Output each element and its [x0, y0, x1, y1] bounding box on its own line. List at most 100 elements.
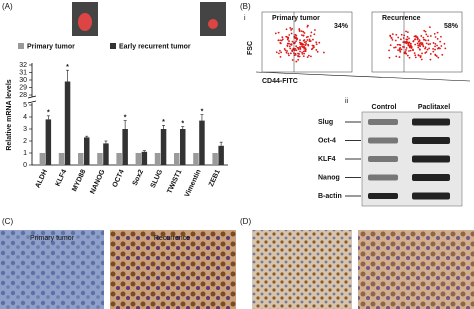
blot-label: Slug — [318, 119, 333, 126]
flow-event — [417, 46, 420, 49]
flow-event — [440, 35, 442, 38]
flow-event — [397, 49, 399, 52]
bar — [218, 145, 224, 165]
y-tick-label: 31 — [19, 69, 27, 76]
flow-event — [293, 48, 296, 51]
y-tick-label: 3 — [23, 126, 27, 133]
flow-event — [440, 45, 443, 47]
flow-event — [414, 54, 417, 57]
legend-swatch — [110, 43, 116, 49]
flow-event — [410, 47, 413, 49]
x-tick-label: Vimentin — [184, 169, 203, 199]
flow-event — [284, 49, 287, 52]
flow-event — [408, 46, 411, 49]
significance-star: * — [181, 120, 184, 127]
flow-event — [288, 45, 291, 48]
flow-event — [279, 49, 281, 52]
flow-y-label: FSC — [247, 41, 254, 55]
flow-plot — [261, 11, 353, 73]
flow-event — [424, 52, 427, 54]
flow-event — [405, 42, 408, 45]
flow-event — [439, 47, 441, 50]
flow-event — [300, 30, 303, 33]
bar — [84, 137, 90, 165]
flow-event — [390, 37, 393, 39]
flow-event — [304, 50, 307, 52]
blot-label: KLF4 — [318, 156, 336, 163]
bar — [116, 153, 122, 165]
flow-event — [409, 42, 412, 45]
flow-event — [429, 58, 432, 61]
flow-event — [305, 36, 308, 39]
x-tick-label: NANOG — [89, 168, 107, 195]
flow-event — [280, 39, 283, 42]
flow-event — [302, 50, 305, 53]
flow-event — [411, 48, 414, 51]
flow-event — [315, 49, 318, 51]
flow-event — [395, 55, 398, 58]
bar — [135, 153, 142, 165]
flow-event — [298, 55, 301, 58]
blot-band — [412, 118, 450, 126]
flow-event — [295, 38, 298, 41]
flow-event — [389, 34, 392, 37]
flow-event — [285, 51, 288, 54]
significance-star: * — [162, 119, 165, 126]
blot-band — [412, 174, 450, 181]
bar — [193, 153, 199, 165]
flow-event — [286, 42, 289, 45]
flow-event — [289, 47, 292, 50]
y-tick-label: 5 — [23, 102, 27, 109]
flow-event — [288, 34, 291, 36]
x-tick-label: SLUG — [150, 168, 165, 189]
flow-event — [405, 49, 407, 51]
lane-label: Paclitaxel — [418, 104, 450, 111]
bar — [45, 119, 52, 165]
blot-label: Oct-4 — [318, 137, 336, 144]
histology-image — [0, 230, 104, 309]
flow-event — [310, 48, 313, 51]
flow-event — [316, 50, 319, 53]
blot-band — [368, 119, 398, 125]
legend-label: Primary tumor — [27, 43, 75, 50]
flow-event — [290, 43, 293, 46]
flow-event — [402, 37, 405, 39]
flow-event — [433, 32, 436, 35]
blot-label: B-actin — [318, 193, 342, 200]
flow-event — [398, 48, 401, 51]
flow-event — [441, 53, 444, 56]
flow-event — [295, 49, 298, 52]
plot-percent: 58% — [444, 23, 459, 30]
flow-event — [298, 53, 300, 55]
image-caption: Recurrence — [154, 235, 190, 242]
flow-event — [393, 46, 395, 49]
y-tick-label: 30 — [19, 77, 27, 84]
axis-break — [28, 97, 36, 103]
flow-event — [310, 31, 313, 34]
flow-event — [281, 36, 284, 39]
flow-event — [306, 56, 309, 59]
flow-event — [304, 47, 307, 50]
flow-event — [423, 38, 426, 41]
flow-event — [414, 43, 417, 46]
flow-event — [302, 39, 305, 42]
panel-label: (B) — [240, 2, 251, 11]
significance-star: * — [66, 64, 69, 71]
flow-event — [418, 48, 421, 50]
flow-event — [308, 38, 311, 41]
flow-event — [436, 31, 439, 34]
bar — [64, 81, 71, 165]
flow-event — [395, 33, 398, 36]
flow-event — [287, 52, 290, 55]
legend-label: Early recurrent tumor — [119, 43, 191, 50]
flow-event — [424, 30, 427, 33]
flow-event — [436, 37, 439, 40]
flow-plot — [371, 11, 463, 73]
flow-event — [420, 35, 423, 37]
mouse-signal — [78, 13, 92, 31]
flow-event — [286, 44, 289, 47]
flow-event — [303, 41, 306, 44]
bar — [103, 143, 109, 165]
flow-event — [418, 54, 420, 57]
flow-event — [437, 56, 440, 59]
